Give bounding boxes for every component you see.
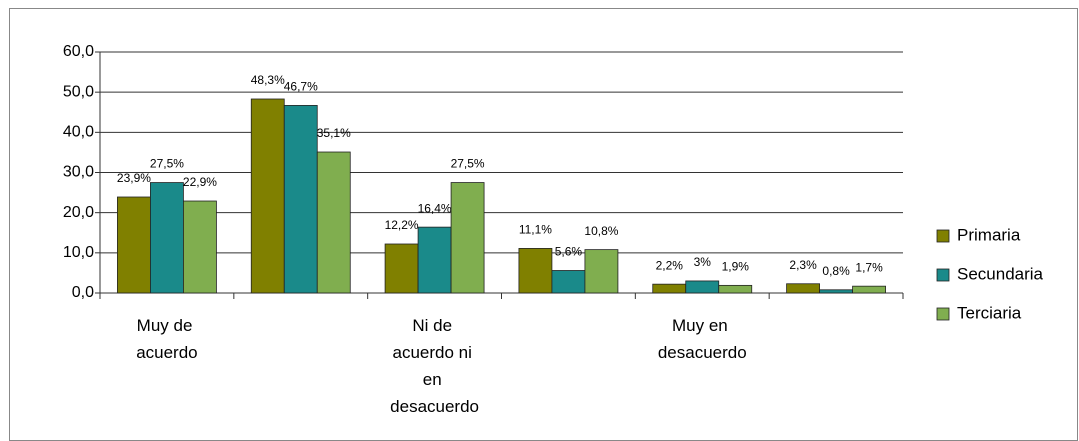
bar xyxy=(819,289,853,294)
y-tick-label: 60,0 xyxy=(63,43,94,60)
bar xyxy=(718,284,753,294)
bar xyxy=(117,196,151,294)
y-tick-label: 40,0 xyxy=(63,124,94,141)
bar xyxy=(250,98,285,294)
value-label: 23,9% xyxy=(117,171,151,185)
x-tick-label: Muy en desacuerdo xyxy=(658,316,747,362)
value-label: 3% xyxy=(694,255,712,269)
bar xyxy=(551,270,586,294)
value-label: 16,4% xyxy=(418,201,452,215)
bar xyxy=(685,280,720,294)
value-label: 2,3% xyxy=(789,258,817,272)
bar xyxy=(316,151,351,294)
value-label: 5,6% xyxy=(555,245,583,259)
legend-label: Secundaria xyxy=(957,264,1044,283)
x-tick-label: Ni de acuerdo ni en desacuerdo xyxy=(390,316,479,416)
value-label: 12,2% xyxy=(385,218,419,232)
bar xyxy=(283,105,318,294)
bar xyxy=(786,283,820,294)
value-label: 46,7% xyxy=(284,80,318,94)
value-label: 48,3% xyxy=(251,73,285,87)
value-label: 1,9% xyxy=(722,260,750,274)
value-label: 11,1% xyxy=(519,223,552,237)
legend-label: Terciaria xyxy=(957,303,1022,322)
bar xyxy=(150,182,184,294)
legend-swatch xyxy=(936,229,950,243)
x-tick-label: Muy de acuerdo xyxy=(136,316,197,362)
legend-swatch xyxy=(936,268,950,282)
value-label: 0,8% xyxy=(822,264,850,278)
bar xyxy=(183,200,217,294)
bar xyxy=(417,226,452,294)
value-label: 1,7% xyxy=(855,260,883,274)
bar xyxy=(384,243,419,294)
bar xyxy=(584,249,619,294)
y-tick-label: 20,0 xyxy=(63,204,94,221)
bar xyxy=(652,283,687,294)
legend-label: Primaria xyxy=(957,225,1021,244)
bar xyxy=(518,248,553,294)
y-tick-label: 10,0 xyxy=(63,244,94,261)
value-label: 27,5% xyxy=(451,157,485,171)
y-tick-label: 50,0 xyxy=(63,83,94,100)
bar xyxy=(450,182,485,294)
bar xyxy=(852,285,886,294)
legend-swatch xyxy=(936,307,950,321)
value-label: 10,8% xyxy=(584,224,618,238)
value-label: 22,9% xyxy=(183,175,217,189)
value-label: 35,1% xyxy=(317,126,351,140)
value-label: 2,2% xyxy=(656,258,684,272)
y-tick-label: 0,0 xyxy=(72,284,94,301)
y-tick-label: 30,0 xyxy=(63,164,94,181)
value-label: 27,5% xyxy=(150,157,184,171)
